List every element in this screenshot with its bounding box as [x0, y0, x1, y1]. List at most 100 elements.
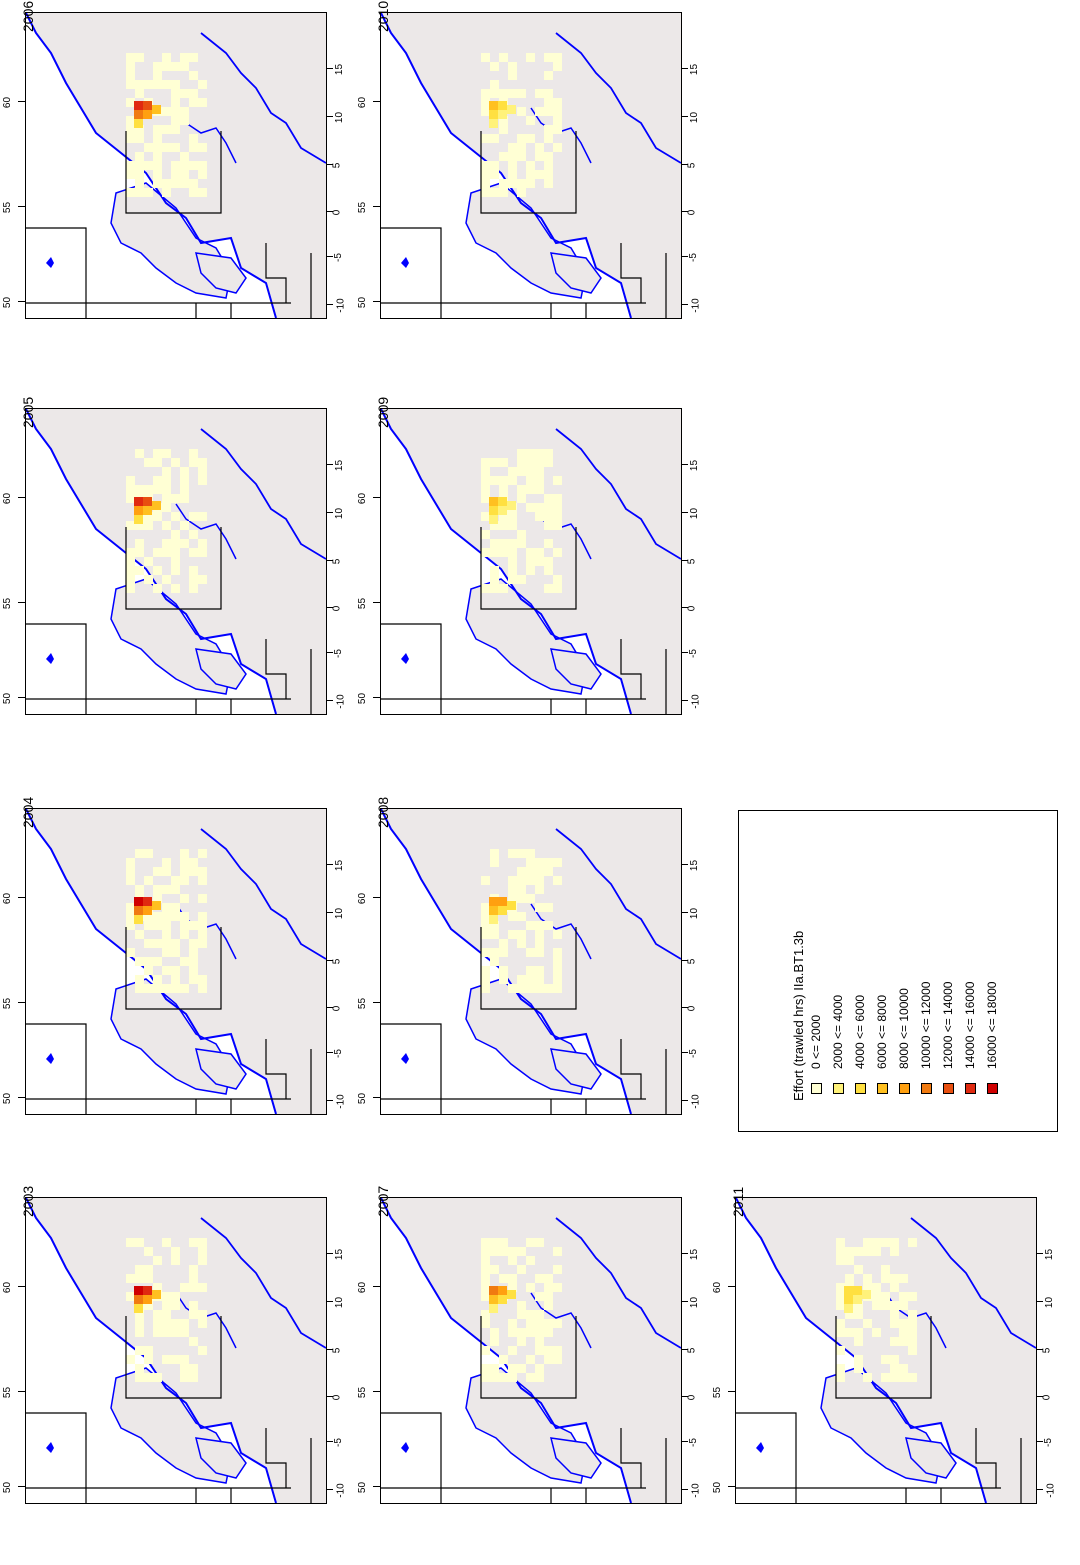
area-boundary: [381, 1023, 442, 1114]
legend: Effort (trawled hrs) IIa.BT1.3b 0 <= 200…: [738, 810, 1058, 1132]
effort-cell: [126, 521, 135, 530]
coastline: [530, 1292, 592, 1349]
x-tick-mark: [681, 1396, 688, 1397]
effort-hotspot-cell: [152, 901, 161, 910]
effort-cell: [535, 89, 544, 98]
effort-cell: [171, 170, 180, 179]
effort-cell: [153, 885, 162, 894]
area-boundary: [620, 639, 642, 699]
effort-hotspot-cell: [134, 515, 143, 524]
effort-cell: [153, 894, 162, 903]
effort-cell: [908, 1373, 917, 1382]
x-tick-mark: [681, 864, 688, 865]
x-tick-mark: [681, 652, 688, 653]
effort-cell: [153, 62, 162, 71]
effort-cell: [499, 948, 508, 957]
effort-hotspot-cell: [489, 497, 498, 506]
effort-cell: [854, 1301, 863, 1310]
effort-cell: [544, 179, 553, 188]
effort-cell: [526, 467, 535, 476]
effort-hotspot-cell: [134, 497, 143, 506]
effort-hotspot-cell: [143, 1295, 152, 1304]
effort-cell: [126, 62, 135, 71]
effort-cell: [180, 876, 189, 885]
effort-hotspot-cell: [134, 101, 143, 110]
x-tick-mark: [326, 607, 333, 608]
effort-hotspot-cell: [844, 1304, 853, 1313]
effort-cell: [535, 1337, 544, 1346]
effort-cell: [171, 1301, 180, 1310]
effort-hotspot-cell: [489, 119, 498, 128]
y-tick-mark: [18, 497, 25, 498]
y-tick-mark: [728, 1286, 735, 1287]
effort-cell: [517, 107, 526, 116]
coastline: [200, 32, 326, 164]
island-landmass: [550, 1437, 602, 1479]
effort-cell: [481, 1373, 490, 1382]
area-boundary: [125, 1316, 222, 1399]
area-boundaries: [381, 131, 667, 318]
area-boundary: [975, 1428, 997, 1488]
effort-cell: [180, 930, 189, 939]
effort-cell: [553, 503, 562, 512]
effort-cell: [899, 1319, 908, 1328]
effort-cell: [535, 152, 544, 161]
effort-cell: [526, 1256, 535, 1265]
effort-cell: [126, 1355, 135, 1364]
effort-cell: [535, 858, 544, 867]
effort-cell: [126, 476, 135, 485]
effort-cell: [198, 867, 207, 876]
y-tick-mark: [18, 101, 25, 102]
effort-cell: [544, 98, 553, 107]
effort-cell: [481, 53, 490, 62]
effort-cell: [544, 858, 553, 867]
effort-cell: [553, 975, 562, 984]
effort-cell: [836, 1364, 845, 1373]
x-tick-mark: [326, 512, 333, 513]
effort-cell: [517, 188, 526, 197]
effort-cell: [535, 485, 544, 494]
effort-cell: [135, 1319, 144, 1328]
y-tick-label: 55: [2, 597, 14, 610]
x-tick-mark: [326, 1007, 333, 1008]
effort-cell: [189, 939, 198, 948]
effort-cell: [180, 1283, 189, 1292]
x-tick-mark: [681, 1007, 688, 1008]
effort-cell: [490, 930, 499, 939]
effort-cell: [162, 903, 171, 912]
x-tick-label: 10: [334, 907, 346, 920]
effort-cell: [517, 939, 526, 948]
area-boundaries: [26, 527, 312, 714]
x-tick-label: -5: [332, 253, 344, 262]
x-tick-mark: [326, 304, 333, 305]
effort-cell: [890, 1310, 899, 1319]
effort-cell: [162, 548, 171, 557]
effort-cell: [535, 143, 544, 152]
x-tick-label: -10: [335, 1483, 347, 1498]
effort-cell: [162, 503, 171, 512]
effort-cell: [526, 1238, 535, 1247]
x-tick-mark: [326, 1100, 333, 1101]
map-panel-2009: 2009 60 55 50 -10 -5 0 5 10 15: [355, 396, 710, 776]
effort-cell: [544, 539, 553, 548]
y-tick-label: 55: [357, 997, 369, 1010]
effort-cell: [490, 62, 499, 71]
effort-cell: [490, 575, 499, 584]
effort-cell: [144, 458, 153, 467]
effort-cell: [171, 1355, 180, 1364]
effort-cell: [481, 930, 490, 939]
effort-hotspot-cell: [507, 901, 516, 910]
effort-cell: [490, 1373, 499, 1382]
effort-hotspot-cell: [143, 1286, 152, 1295]
area-boundary: [125, 927, 222, 1010]
x-tick-label: 10: [689, 1296, 701, 1309]
effort-cell: [890, 1247, 899, 1256]
effort-cell: [135, 125, 144, 134]
effort-cell: [189, 449, 198, 458]
effort-cell: [508, 467, 517, 476]
effort-cell: [153, 125, 162, 134]
y-tick-mark: [373, 1391, 380, 1392]
area-boundaries: [26, 131, 312, 318]
effort-cell: [526, 476, 535, 485]
effort-cell: [526, 458, 535, 467]
